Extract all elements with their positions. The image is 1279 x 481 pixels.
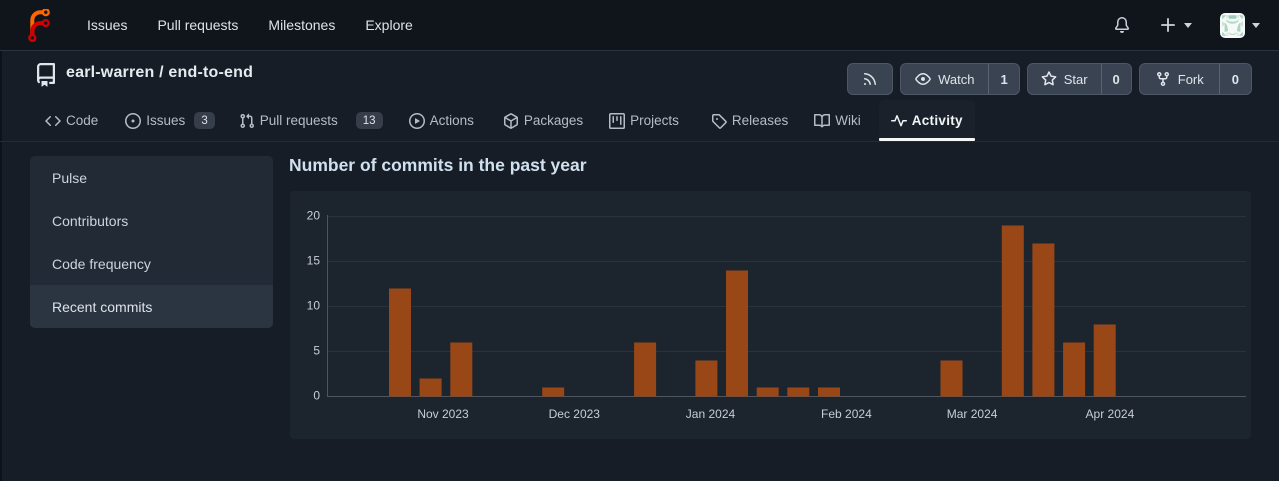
svg-text:0: 0: [313, 389, 320, 403]
svg-text:Apr 2024: Apr 2024: [1086, 407, 1135, 421]
svg-text:5: 5: [313, 344, 320, 358]
svg-text:20: 20: [307, 209, 321, 223]
svg-text:Nov 2023: Nov 2023: [417, 407, 469, 421]
svg-text:Dec 2023: Dec 2023: [549, 407, 601, 421]
svg-text:Mar 2024: Mar 2024: [947, 407, 998, 421]
svg-text:15: 15: [307, 254, 321, 268]
svg-text:Jan 2024: Jan 2024: [686, 407, 736, 421]
svg-text:10: 10: [307, 299, 321, 313]
svg-text:Feb 2024: Feb 2024: [821, 407, 872, 421]
